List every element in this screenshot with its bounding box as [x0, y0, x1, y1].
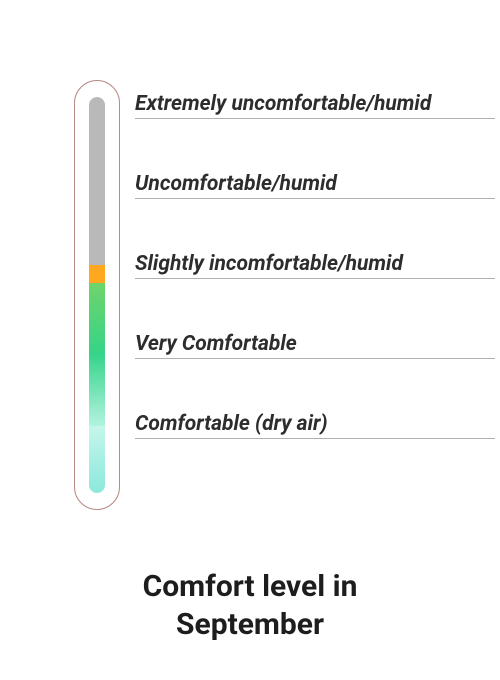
- chart-title-line2: September: [176, 607, 324, 642]
- thermometer-bar: [89, 97, 105, 493]
- level-label-slightly: Slightly incomfortable/humid: [135, 252, 495, 279]
- chart-title-line1: Comfort level in: [143, 569, 358, 604]
- thermo-segment-green-top: [89, 283, 105, 354]
- thermo-segment-green-fade: [89, 354, 105, 425]
- level-label-extremely: Extremely uncomfortable/humid: [135, 92, 495, 119]
- chart-title: Comfort level in September: [0, 568, 500, 643]
- level-label-comfortable: Comfortable (dry air): [135, 412, 495, 439]
- level-label-uncomfortable: Uncomfortable/humid: [135, 172, 495, 199]
- level-label-very: Very Comfortable: [135, 332, 495, 359]
- level-labels-container: Extremely uncomfortable/humid Uncomfortab…: [135, 80, 495, 510]
- thermo-segment-gray-top: [89, 97, 105, 265]
- thermo-segment-cyan-bottom: [89, 426, 105, 493]
- comfort-thermometer-chart: Extremely uncomfortable/humid Uncomfortab…: [0, 80, 500, 510]
- thermo-segment-orange: [89, 265, 105, 283]
